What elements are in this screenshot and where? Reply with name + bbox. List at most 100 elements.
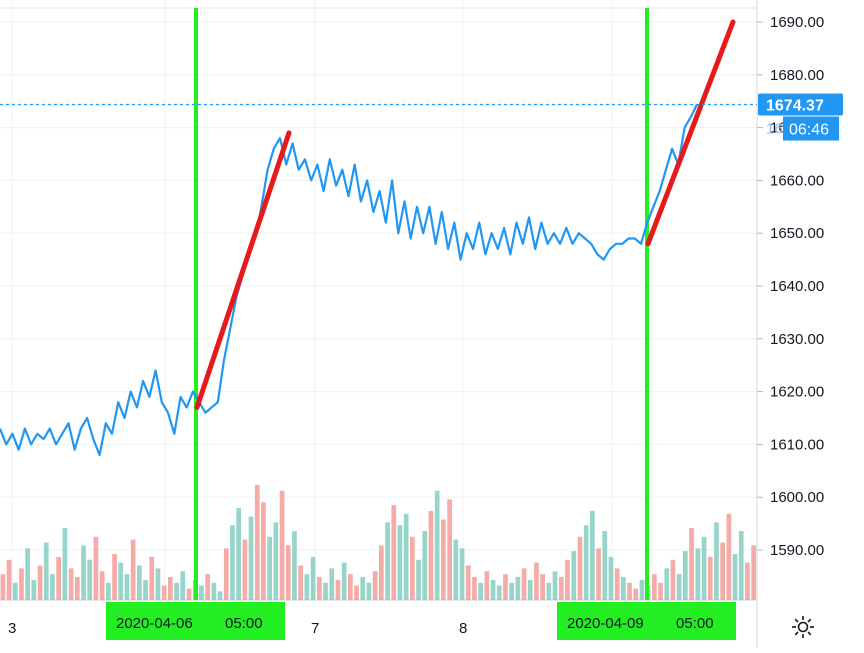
volume-bar — [689, 528, 694, 600]
volume-bar — [670, 559, 676, 601]
volume-bar — [639, 579, 645, 600]
gear-icon-glyph — [792, 616, 814, 638]
volume-bar — [161, 585, 167, 600]
volume-bar — [695, 548, 701, 601]
volume-bar — [261, 502, 266, 601]
volume-bar — [577, 536, 583, 601]
price-tick-label: 1600.00 — [770, 489, 824, 506]
volume-bar — [180, 571, 186, 601]
volume-bar — [50, 574, 55, 600]
last-price-box — [758, 93, 843, 116]
volume-bar — [317, 577, 322, 600]
volume-bar — [310, 556, 316, 600]
volume-bar — [720, 542, 725, 600]
marker-label-box — [557, 602, 736, 640]
volume-bar — [106, 582, 111, 601]
volume-bar — [732, 554, 738, 600]
volume-bar — [335, 579, 341, 600]
volume-bar — [521, 568, 527, 600]
volume-bar — [43, 542, 49, 600]
time-markers: 2020-04-06 05:00 2020-04-09 05:00 — [106, 8, 736, 640]
volume-bar — [279, 490, 285, 601]
grid — [0, 0, 758, 648]
volume-bar — [484, 571, 490, 601]
volume-bar — [546, 582, 552, 601]
volume-bar — [285, 545, 291, 600]
volume-bar — [621, 577, 626, 600]
trend-lines — [194, 19, 736, 410]
volume-bars — [0, 485, 756, 601]
volume-bar — [354, 585, 359, 600]
volume-bar — [186, 588, 192, 600]
volume-bar — [168, 577, 173, 600]
volume-bar — [230, 525, 235, 601]
volume-bar — [441, 519, 446, 600]
volume-bar — [348, 574, 353, 600]
volume-bar — [428, 510, 434, 600]
volume-bar — [602, 531, 608, 600]
volume-bar — [571, 551, 577, 600]
volume-bar — [372, 571, 378, 601]
gear-icon[interactable] — [788, 612, 818, 642]
volume-bar — [459, 548, 465, 601]
price-series — [0, 104, 698, 457]
volume-bar — [298, 565, 303, 600]
volume-bar — [248, 516, 254, 600]
volume-bar — [565, 559, 570, 601]
volume-bar — [652, 574, 657, 600]
volume-bar — [254, 485, 260, 600]
last-price-value: 1674.37 — [766, 98, 824, 115]
volume-bar — [0, 574, 6, 600]
volume-bar — [87, 559, 93, 601]
volume-bar — [608, 556, 614, 600]
marker-date: 2020-04-09 — [567, 615, 644, 632]
price-tick-label: 1680.00 — [770, 67, 824, 84]
volume-bar — [453, 539, 459, 600]
volume-bar — [12, 582, 18, 601]
volume-bar — [329, 568, 335, 600]
volume-bar — [19, 568, 24, 600]
price-tick-label: 1660.00 — [770, 172, 824, 189]
volume-bar — [112, 554, 117, 600]
marker-date: 2020-04-06 — [116, 615, 193, 632]
volume-bar — [211, 582, 217, 601]
price-tick-label: 1620.00 — [770, 384, 824, 401]
trend-line — [645, 19, 736, 247]
volume-bar — [360, 577, 366, 600]
volume-bar — [217, 591, 223, 600]
volume-bar — [745, 562, 750, 600]
volume-bar — [37, 565, 43, 600]
volume-bar — [273, 522, 279, 600]
volume-bar — [155, 568, 161, 600]
price-tick-label: 1690.00 — [770, 14, 824, 31]
volume-bar — [292, 531, 297, 600]
volume-bar — [701, 536, 707, 601]
volume-bar — [472, 577, 477, 600]
volume-bar — [534, 562, 539, 600]
countdown-label: 06:46 — [789, 122, 829, 139]
volume-bar — [614, 568, 620, 600]
volume-bar — [714, 522, 719, 600]
marker-time: 05:00 — [225, 615, 263, 632]
marker-label-box — [106, 602, 285, 640]
price-tick-label: 1640.00 — [770, 278, 824, 295]
volume-bar — [75, 577, 80, 600]
volume-bar — [99, 571, 105, 601]
volume-bar — [726, 513, 732, 601]
volume-bar — [658, 582, 663, 601]
volume-bar — [341, 562, 347, 600]
volume-bar — [379, 545, 384, 600]
countdown-box-cover — [783, 116, 839, 141]
volume-bar — [304, 574, 310, 600]
volume-bar — [130, 539, 136, 600]
time-tick-label: 7 — [311, 620, 319, 637]
volume-bar — [223, 548, 229, 601]
volume-bar — [465, 565, 471, 600]
volume-bar — [31, 579, 37, 600]
volume-bar — [149, 556, 155, 600]
volume-bar — [627, 582, 632, 601]
volume-bar — [738, 531, 744, 600]
